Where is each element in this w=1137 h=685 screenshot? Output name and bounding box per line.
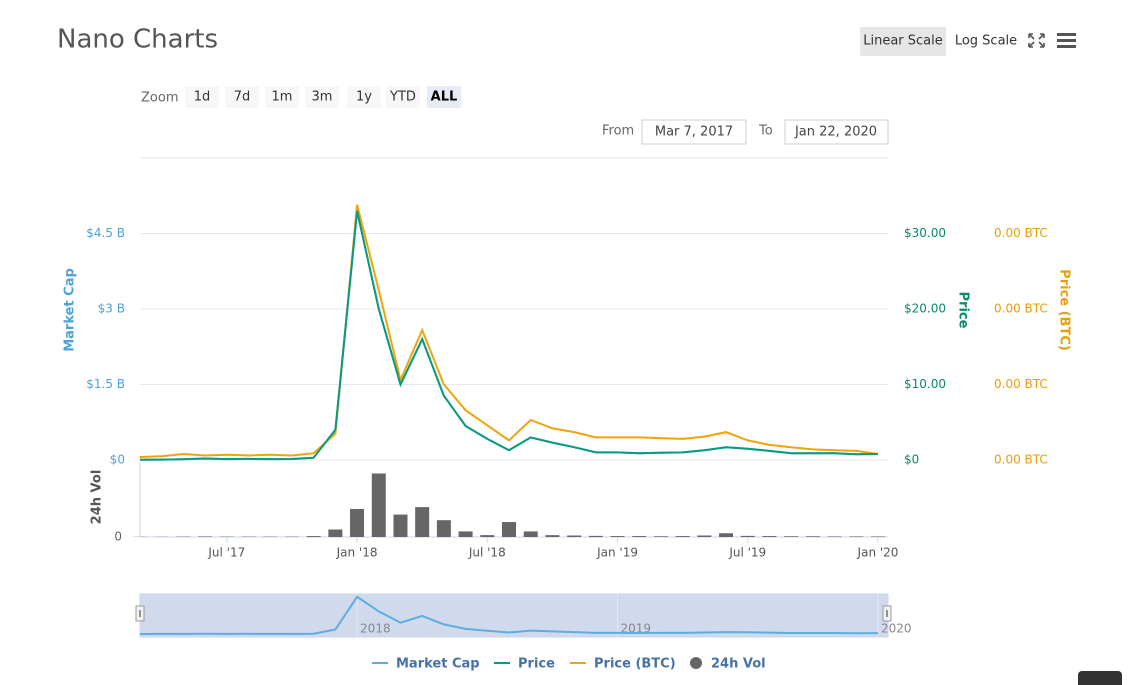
x-tick-label: Jul '18 (468, 546, 506, 560)
from-label: From (602, 124, 634, 139)
y-tick-label: $10.00 (904, 377, 946, 391)
zoom-button[interactable] (225, 86, 259, 108)
scale-button[interactable] (860, 27, 946, 56)
x-tick-label: Jul '19 (728, 546, 766, 560)
series-line (139, 210, 879, 461)
zoom-button-label[interactable]: 7d (234, 90, 251, 105)
navigator-selection[interactable] (139, 593, 889, 638)
to-label: To (758, 124, 773, 139)
y-tick-label: 0.00 BTC (994, 377, 1048, 391)
volume-bar (588, 535, 603, 537)
legend-symbol[interactable] (690, 657, 702, 669)
to-input[interactable] (784, 119, 889, 145)
y-tick-label: $30.00 (904, 226, 946, 240)
to-value[interactable]: Jan 22, 2020 (794, 125, 877, 140)
zoom-button[interactable] (386, 86, 420, 108)
axis-title: Price (BTC) (1057, 269, 1072, 351)
volume-bar (653, 536, 668, 537)
zoom-label: Zoom (141, 91, 178, 106)
volume-bar (523, 531, 538, 537)
y-tick-label: $1.5 B (86, 377, 125, 391)
zoom-button[interactable] (347, 86, 381, 108)
volume-bar (762, 536, 777, 537)
y-tick-label: $0 (110, 453, 125, 467)
volume-bar (371, 473, 386, 537)
y-tick-label: $0 (904, 453, 919, 467)
x-tick-label: Jan '20 (857, 546, 899, 560)
menu-icon[interactable] (1057, 33, 1076, 48)
volume-bar (740, 535, 755, 537)
fullscreen-icon[interactable] (1028, 33, 1045, 48)
zoom-button-label[interactable]: YTD (389, 90, 416, 105)
volume-bar (393, 514, 408, 537)
volume-bar (350, 508, 365, 537)
volume-bar (198, 536, 213, 537)
y-tick-label: $4.5 B (86, 226, 125, 240)
scale-button[interactable] (950, 27, 1022, 56)
volume-bar (436, 520, 451, 537)
legend-label[interactable]: Price (BTC) (594, 657, 676, 672)
y-tick-label: 0.00 BTC (994, 302, 1048, 316)
navigator-tick-label: 2018 (360, 622, 391, 636)
volume-bar (480, 535, 495, 537)
navigator-series (139, 595, 879, 635)
axis-title: Price (956, 292, 971, 329)
zoom-button[interactable] (185, 86, 219, 108)
volume-bar (567, 535, 582, 537)
y-tick-label: $3 B (98, 302, 125, 316)
x-tick-label: Jul '17 (207, 546, 245, 560)
legend-label[interactable]: Price (518, 657, 555, 672)
y-tick-label: 0.00 BTC (994, 453, 1048, 467)
zoom-button[interactable] (427, 86, 461, 108)
from-value[interactable]: Mar 7, 2017 (655, 125, 733, 140)
x-tick-label: Jan '19 (596, 546, 638, 560)
y-tick-label: 0.00 BTC (994, 226, 1048, 240)
zoom-button[interactable] (265, 86, 299, 108)
axis-title: 24h Vol (90, 470, 105, 525)
volume-bar (610, 536, 625, 537)
axis-title: Market Cap (63, 268, 78, 352)
volume-bar (632, 536, 647, 537)
zoom-button-label[interactable]: 1m (272, 90, 293, 105)
volume-bar (328, 529, 343, 537)
corner-button[interactable] (1078, 671, 1122, 685)
chart-title: Nano Charts (57, 25, 218, 55)
volume-bar (458, 531, 473, 537)
series-line (139, 204, 879, 458)
zoom-button-label[interactable]: 1y (356, 90, 372, 105)
volume-bar (719, 533, 734, 537)
volume-bar (306, 536, 321, 537)
volume-bar (849, 536, 864, 537)
volume-bar (871, 536, 885, 537)
volume-bar (827, 536, 842, 537)
volume-bar (675, 536, 690, 537)
scale-button-label[interactable]: Log Scale (955, 34, 1017, 49)
volume-bar (784, 536, 799, 537)
zoom-button-label[interactable]: 3m (312, 90, 333, 105)
volume-bar (805, 536, 820, 537)
volume-bar (697, 535, 712, 537)
zoom-button-label[interactable]: ALL (431, 90, 458, 105)
y-tick-label: $20.00 (904, 302, 946, 316)
volume-bar (545, 535, 560, 537)
x-tick-label: Jan '18 (336, 546, 378, 560)
y-tick-label: 0 (114, 530, 122, 544)
zoom-button-label[interactable]: 1d (194, 90, 211, 105)
zoom-button[interactable] (305, 86, 339, 108)
legend-label[interactable]: 24h Vol (711, 657, 766, 672)
scale-button-label[interactable]: Linear Scale (863, 34, 943, 49)
legend-label[interactable]: Market Cap (396, 657, 480, 672)
volume-bar (415, 507, 430, 537)
volume-bar (502, 522, 516, 537)
series-line (139, 210, 879, 461)
navigator-tick-label: 2020 (881, 622, 912, 636)
from-input[interactable] (641, 119, 747, 145)
